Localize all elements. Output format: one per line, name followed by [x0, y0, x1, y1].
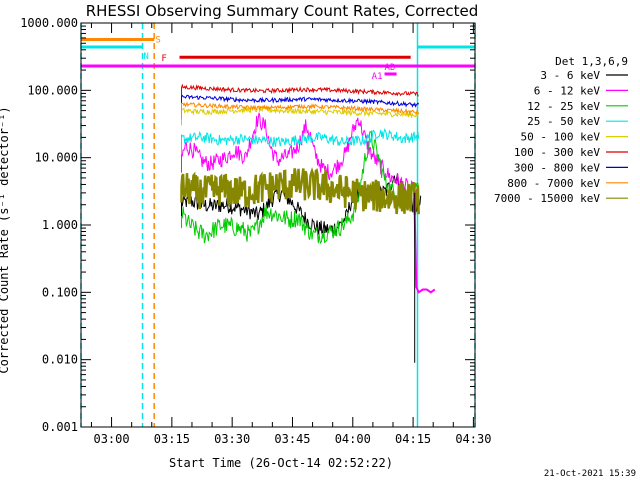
x-axis-label: Start Time (26-Oct-14 02:52:22)	[169, 456, 393, 470]
series-100-300-kev	[181, 83, 419, 102]
x-tick-label: 04:00	[335, 432, 371, 446]
y-tick-label: 10.000	[35, 151, 78, 165]
series-3-6-kev	[181, 173, 422, 236]
legend-label-12-25-kev: 12 - 25 keV	[527, 100, 600, 113]
legend-title: Det 1,3,6,9	[555, 55, 628, 68]
series-25-50-kev	[181, 128, 420, 154]
legend-label-50-100-kev: 50 - 100 keV	[521, 131, 601, 144]
x-tick-label: 03:45	[274, 432, 310, 446]
legend-label-6-12-kev: 6 - 12 keV	[534, 84, 601, 97]
x-tick-label: 03:30	[214, 432, 250, 446]
status-label-ad: AD	[385, 63, 396, 73]
series-6-12-kev-post-drop	[413, 192, 436, 294]
chart-title: RHESSI Observing Summary Count Rates, Co…	[86, 2, 479, 20]
axes-layer: 1000.000 100.000 10.000 1.000 0.100 0.010 0.00…	[20, 16, 491, 446]
y-tick-label: 1000.000	[20, 16, 78, 30]
x-tick-label: 04:15	[395, 432, 431, 446]
legend-label-800-7000-kev: 800 - 7000 keV	[507, 177, 600, 190]
series-300-800-kev	[181, 94, 420, 112]
status-label-s: S	[155, 35, 160, 45]
status-label-a1: A1	[372, 72, 383, 82]
series-7000-15000-kev	[180, 167, 420, 216]
x-tick-label: 04:30	[455, 432, 491, 446]
series-12-25-kev	[181, 130, 420, 245]
status-label-f: F	[161, 54, 166, 64]
y-axis-label: Corrected Count Rate (s⁻¹ detector⁻¹)	[0, 106, 11, 373]
y-tick-label: 0.010	[42, 353, 78, 367]
legend-label-300-800-kev: 300 - 800 keV	[514, 161, 600, 174]
status-label-n: N	[143, 52, 148, 62]
legend-label-7000-15000-kev: 7000 - 15000 keV	[494, 192, 600, 205]
y-tick-label: 100.000	[27, 83, 78, 97]
y-tick-label: 0.100	[42, 285, 78, 299]
legend-layer: 3 - 6 keV 6 - 12 keV 12 - 25 keV 25 - 50 ke…	[494, 69, 628, 205]
x-tick-label: 03:15	[154, 432, 190, 446]
y-tick-label: 1.000	[42, 218, 78, 232]
legend-label-3-6-kev: 3 - 6 keV	[540, 69, 600, 82]
x-tick-label: 03:00	[93, 432, 129, 446]
footer-date: 21-Oct-2021 15:39	[544, 469, 636, 479]
series-50-100-kev	[181, 106, 420, 126]
y-tick-label: 0.001	[42, 420, 78, 434]
series-800-7000-kev	[181, 101, 420, 120]
series-layer	[180, 83, 436, 363]
legend-label-25-50-kev: 25 - 50 keV	[527, 115, 600, 128]
legend-label-100-300-kev: 100 - 300 keV	[514, 146, 600, 159]
